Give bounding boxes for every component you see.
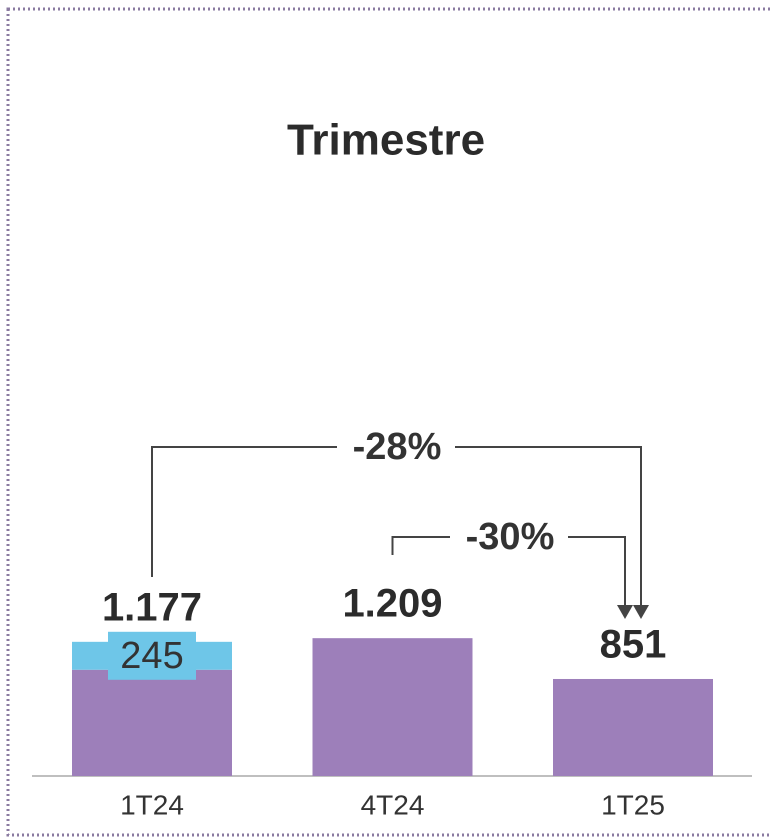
x-tick-label: 1T25 bbox=[601, 789, 665, 820]
arrow-head bbox=[633, 604, 649, 619]
x-tick-label: 1T24 bbox=[120, 789, 184, 820]
bracket bbox=[391, 536, 626, 607]
segment-label-box bbox=[108, 631, 196, 680]
bar-segment bbox=[312, 638, 473, 776]
annotation: -30% bbox=[466, 516, 555, 558]
bracket bbox=[151, 446, 642, 607]
segment-label: 245 bbox=[120, 635, 183, 677]
total-label: 1.177 bbox=[102, 585, 202, 629]
x-tick-label: 4T24 bbox=[361, 789, 425, 820]
annotation: -28% bbox=[353, 426, 442, 468]
total-label: 851 bbox=[600, 623, 667, 667]
chart-title: Trimestre bbox=[287, 116, 485, 165]
arrow-head bbox=[617, 604, 633, 619]
bar-segment bbox=[553, 678, 713, 776]
bar-segment bbox=[72, 669, 232, 776]
total-label: 1.209 bbox=[342, 582, 442, 626]
frame bbox=[6, 7, 772, 837]
